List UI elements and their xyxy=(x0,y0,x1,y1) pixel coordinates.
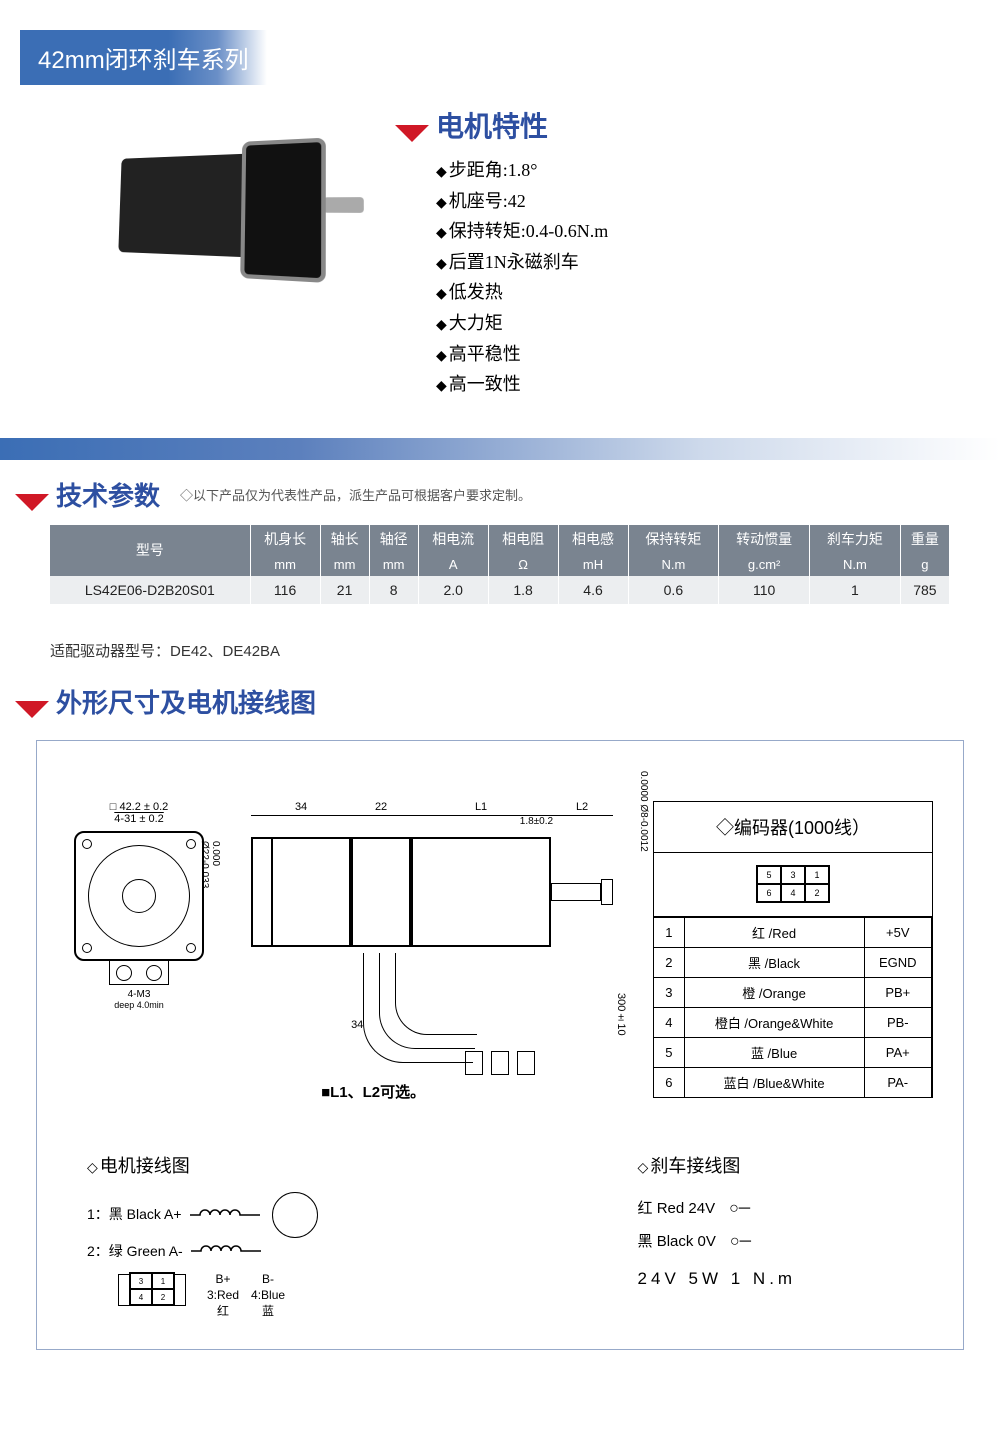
feature-item: 后置1N永磁刹车 xyxy=(436,247,980,278)
mw-line1: 1：黑 Black A+ xyxy=(87,1201,182,1228)
coil-icon xyxy=(191,1245,261,1257)
td: LS42E06-D2B20S01 xyxy=(50,576,250,604)
spec-table: 型号 机身长 轴长 轴径 相电流 相电阻 相电感 保持转矩 转动惯量 刹车力矩 … xyxy=(50,525,950,604)
bminus-label: B- 4:Blue 蓝 xyxy=(251,1272,285,1319)
feature-item: 保持转矩:0.4-0.6N.m xyxy=(436,216,980,247)
drawing-frame: □ 42.2 ± 0.2 4-31 ± 0.2 0.000 Ø22-0.033 … xyxy=(36,740,964,1350)
front-bore-dim: 0.000 Ø22-0.033 xyxy=(199,841,221,888)
brake-l2: 黑 Black 0V xyxy=(638,1226,716,1258)
th: 相电流 xyxy=(418,525,488,553)
l1l2-note: ■L1、L2可选。 xyxy=(251,1081,613,1102)
spec-note: ◇以下产品仅为代表性产品，派生产品可根据客户要求定制。 xyxy=(180,485,531,504)
feature-item: 高平稳性 xyxy=(436,339,980,370)
td: 21 xyxy=(320,576,369,604)
dim-34b: 34 xyxy=(351,1019,363,1031)
side-view: 34 22 L1 L2 1.8±0.2 0.0000 Ø8-0.0012 34 xyxy=(251,801,613,1102)
mw-line2: 2：绿 Green A- xyxy=(87,1238,183,1265)
motor-plug: 3 1 4 2 xyxy=(129,1272,175,1306)
top-section: 电机特性 步距角:1.8° 机座号:42 保持转矩:0.4-0.6N.m 后置1… xyxy=(0,105,1000,430)
th-unit: A xyxy=(418,553,488,576)
drawing-heading: 外形尺寸及电机接线图 xyxy=(56,683,316,720)
th-unit: mm xyxy=(250,553,320,576)
motor-circle-icon xyxy=(272,1192,318,1238)
encoder-connector: 5 3 1 6 4 2 xyxy=(654,853,932,917)
th: 重量 xyxy=(900,525,949,553)
triangle-icon xyxy=(15,684,49,718)
feature-item: 高一致性 xyxy=(436,369,980,400)
td: 8 xyxy=(369,576,418,604)
brake-wiring-title: 刹车接线图 xyxy=(638,1152,797,1178)
feature-item: 机座号:42 xyxy=(436,186,980,217)
th: 轴长 xyxy=(320,525,369,553)
spec-header-row: 型号 机身长 轴长 轴径 相电流 相电阻 相电感 保持转矩 转动惯量 刹车力矩 … xyxy=(50,525,950,553)
td: 4.6 xyxy=(558,576,628,604)
td: 0.6 xyxy=(628,576,719,604)
th: 相电阻 xyxy=(488,525,558,553)
th-unit: g xyxy=(900,553,949,576)
motor-wiring-block: 电机接线图 1：黑 Black A+ 2：绿 Green A- 3 1 4 2 xyxy=(87,1152,318,1319)
th: 刹车力矩 xyxy=(810,525,901,553)
dim-l2: L2 xyxy=(551,801,613,816)
td: 785 xyxy=(900,576,949,604)
motor-wiring-title: 电机接线图 xyxy=(87,1152,318,1178)
brake-wiring-block: 刹车接线图 红 Red 24V ○─ 黑 Black 0V ○─ 24V 5W … xyxy=(638,1152,797,1319)
dim-22: 22 xyxy=(351,801,411,816)
dim-l1: L1 xyxy=(411,801,551,816)
features-heading: 电机特性 xyxy=(436,105,548,145)
front-view: □ 42.2 ± 0.2 4-31 ± 0.2 0.000 Ø22-0.033 … xyxy=(67,801,211,1011)
th-unit: g.cm² xyxy=(719,553,810,576)
motor-photo xyxy=(60,105,340,305)
td: 1.8 xyxy=(488,576,558,604)
th-model: 型号 xyxy=(50,525,250,576)
features-block: 电机特性 步距角:1.8° 机座号:42 保持转矩:0.4-0.6N.m 后置1… xyxy=(400,105,980,400)
th-unit: Ω xyxy=(488,553,558,576)
th: 相电感 xyxy=(558,525,628,553)
feature-item: 步距角:1.8° xyxy=(436,155,980,186)
gradient-divider xyxy=(0,438,1000,460)
th: 保持转矩 xyxy=(628,525,719,553)
front-dim-outer: □ 42.2 ± 0.2 xyxy=(67,801,211,813)
dim-phi8: 0.0000 Ø8-0.0012 xyxy=(638,771,649,852)
th: 机身长 xyxy=(250,525,320,553)
brake-l1: 红 Red 24V xyxy=(638,1193,716,1225)
td: 1 xyxy=(810,576,901,604)
th-unit: mm xyxy=(320,553,369,576)
m3-label: 4-M3 deep 4.0min xyxy=(67,989,211,1011)
dim-1-8: 1.8±0.2 xyxy=(251,816,613,827)
features-list: 步距角:1.8° 机座号:42 保持转矩:0.4-0.6N.m 后置1N永磁刹车… xyxy=(400,155,980,400)
encoder-title: ◇编码器(1000线） xyxy=(654,802,932,853)
td: 110 xyxy=(719,576,810,604)
brake-spec: 24V 5W 1 N.m xyxy=(638,1269,797,1289)
coil-icon xyxy=(190,1209,260,1221)
dim-34: 34 xyxy=(251,801,351,816)
driver-note: 适配驱动器型号：DE42、DE42BA xyxy=(0,616,1000,671)
bplus-label: B+ 3:Red 红 xyxy=(207,1272,239,1319)
dim-300: 300±10 xyxy=(615,993,627,1036)
spec-heading-row: 技术参数 ◇以下产品仅为代表性产品，派生产品可根据客户要求定制。 xyxy=(0,476,1000,513)
terminal-icon: ○─ xyxy=(729,1192,750,1226)
encoder-block: ◇编码器(1000线） 5 3 1 6 4 2 1红 /Red+5V 2黑 /B… xyxy=(653,801,933,1098)
th-unit: mm xyxy=(369,553,418,576)
feature-item: 低发热 xyxy=(436,277,980,308)
triangle-icon xyxy=(15,477,49,511)
triangle-icon xyxy=(395,108,429,142)
terminal-icon: ○─ xyxy=(730,1225,751,1259)
spec-data-row: LS42E06-D2B20S01 116 21 8 2.0 1.8 4.6 0.… xyxy=(50,576,950,604)
encoder-table: 1红 /Red+5V 2黑 /BlackEGND 3橙 /OrangePB+ 4… xyxy=(654,917,932,1097)
feature-item: 大力矩 xyxy=(436,308,980,339)
td: 116 xyxy=(250,576,320,604)
th-unit: mH xyxy=(558,553,628,576)
th-unit: N.m xyxy=(628,553,719,576)
th: 转动惯量 xyxy=(719,525,810,553)
drawing-heading-row: 外形尺寸及电机接线图 xyxy=(0,683,1000,720)
series-title-bar: 42mm闭环刹车系列 xyxy=(20,30,267,85)
spec-heading: 技术参数 xyxy=(56,476,160,513)
th: 轴径 xyxy=(369,525,418,553)
front-dim-holes: 4-31 ± 0.2 xyxy=(67,813,211,825)
th-unit: N.m xyxy=(810,553,901,576)
td: 2.0 xyxy=(418,576,488,604)
